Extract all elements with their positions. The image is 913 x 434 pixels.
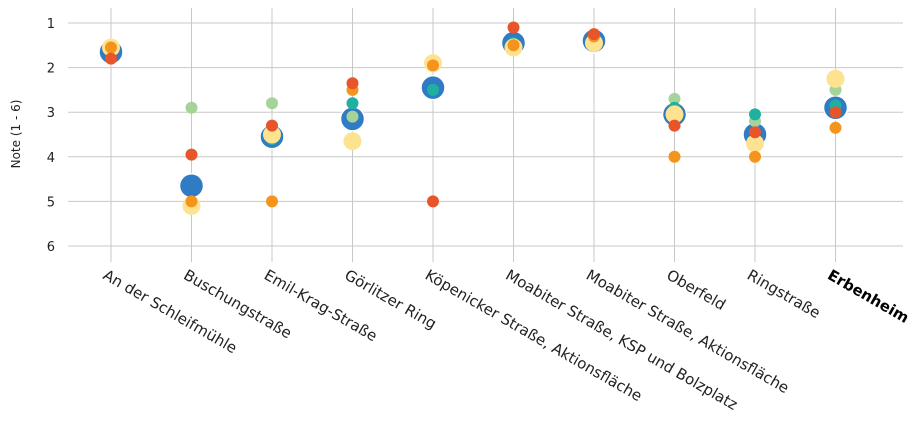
rating-point [427,59,439,72]
rating-point [185,195,198,208]
rating-point [346,110,359,123]
rating-point [185,101,198,114]
rating-point [343,132,362,151]
vertical-gridlines [110,8,836,262]
rating-point [749,108,761,121]
rating-point [427,83,439,96]
rating-point [266,195,278,208]
x-tick-label: Oberfeld [664,266,729,314]
rating-point [105,52,117,65]
rating-point [507,39,520,52]
rating-point [826,69,845,88]
rating-point [266,97,278,110]
rating-point [185,148,198,161]
rating-point [665,105,684,124]
y-tick-label: 1 [47,17,55,32]
rating-point [588,28,600,41]
x-tick-label: An der Schleifmühle [100,266,240,357]
x-axis-tick-labels: An der SchleifmühleBuschungstraßeEmil-Kr… [100,266,912,414]
rating-point [829,106,842,119]
rating-point [668,150,681,163]
rating-point [829,121,842,134]
rating-point [263,125,281,144]
rating-point [427,195,439,208]
rating-point [746,134,764,153]
horizontal-gridlines [68,22,903,247]
y-tick-label: 6 [47,240,55,255]
y-tick-label: 2 [47,62,55,77]
rating-point [266,119,278,132]
average-point [178,173,205,199]
y-axis-label: Note (1 - 6) [9,100,23,169]
rating-point [749,150,761,163]
y-axis-tick-labels: 1 2 3 4 5 6 [47,17,55,255]
rating-point [105,41,117,54]
rating-point [668,92,681,105]
rating-point [346,97,359,110]
rating-point [749,126,761,139]
x-tick-label: Ringstraße [744,266,823,322]
y-tick-label: 5 [47,195,55,210]
rating-point [507,21,520,34]
y-tick-label: 4 [47,151,55,166]
rating-point [668,119,681,132]
rating-point [346,77,359,90]
x-tick-label: Erbenheim [825,266,913,327]
data-points [98,21,849,215]
y-tick-label: 3 [47,106,55,121]
